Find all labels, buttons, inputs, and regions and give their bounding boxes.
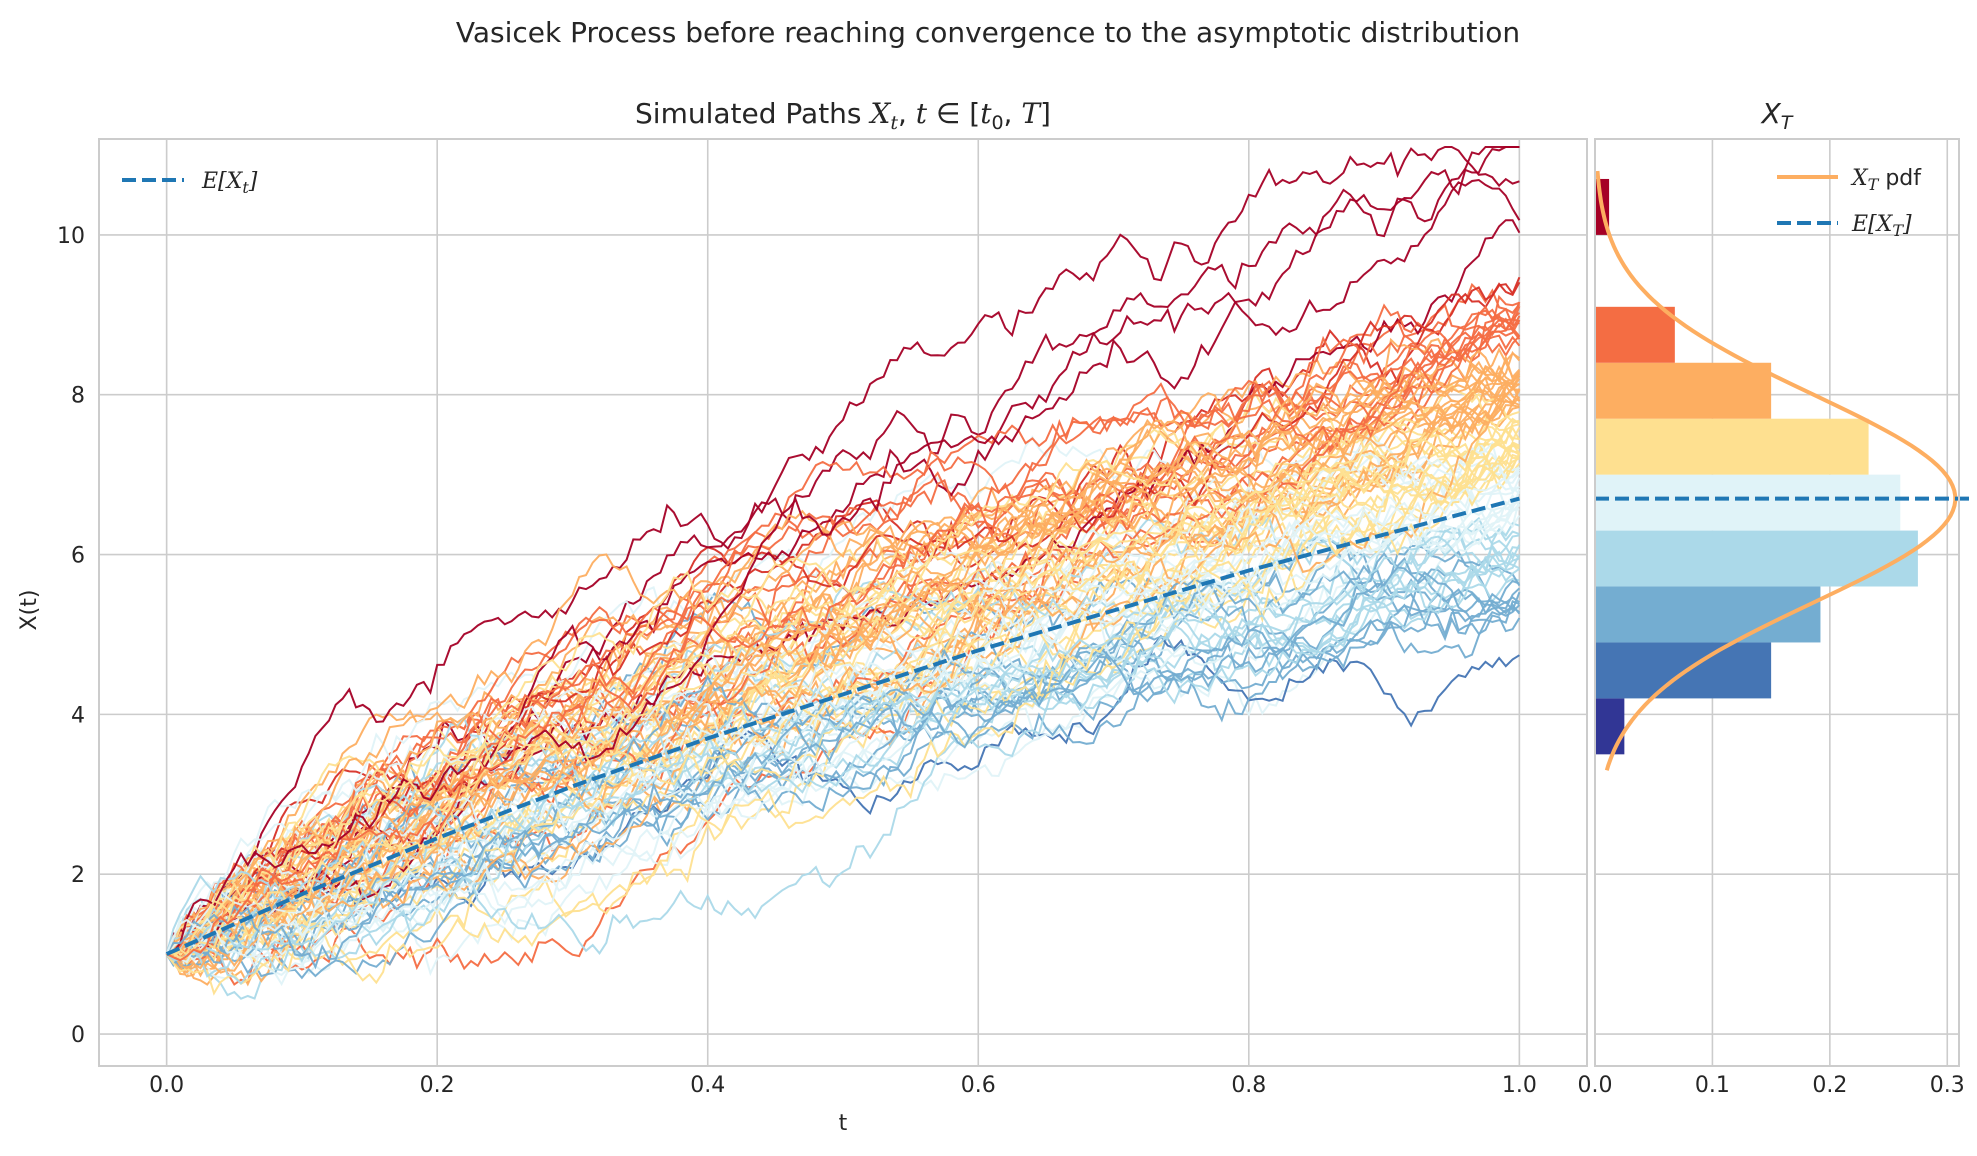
- x-tick-label: 0.1: [1695, 1073, 1730, 1098]
- x-tick-label: 0.4: [690, 1073, 725, 1098]
- legend-mean-label: E[Xt]: [201, 169, 258, 197]
- histogram-bars: [1595, 178, 1918, 755]
- histogram-bar: [1595, 642, 1772, 699]
- path-line: [166, 578, 1521, 966]
- path-line: [165, 382, 1520, 955]
- path-line: [165, 426, 1521, 955]
- path-line: [166, 366, 1520, 968]
- path-line: [165, 401, 1520, 978]
- y-tick-label: 2: [71, 863, 85, 888]
- paths-y-ticks: 0 2 4 6 8 10: [57, 224, 85, 1048]
- legend-distribution-mean-label: E[XT]: [1851, 212, 1912, 240]
- path-line: [165, 426, 1520, 996]
- suptitle: Vasicek Process before reaching converge…: [456, 16, 1520, 49]
- path-line: [166, 396, 1521, 965]
- distribution-x-ticks: 0.0 0.1 0.2 0.3: [1578, 1073, 1965, 1098]
- x-tick-label: 0.0: [149, 1073, 184, 1098]
- y-tick-label: 6: [71, 544, 85, 569]
- path-line: [165, 535, 1520, 962]
- path-line: [165, 566, 1521, 970]
- distribution-panel: 0.0 0.1 0.2 0.3 XT XT pdf E[XT]: [1578, 97, 1969, 1098]
- y-tick-label: 0: [71, 1023, 85, 1048]
- path-line: [165, 440, 1520, 955]
- histogram-bar: [1595, 362, 1772, 419]
- path-line: [165, 534, 1520, 985]
- x-tick-label: 0.8: [1231, 1073, 1266, 1098]
- histogram-bar: [1595, 418, 1869, 475]
- path-line: [166, 425, 1521, 960]
- path-line: [166, 360, 1521, 956]
- paths-x-ticks: 0.0 0.2 0.4 0.6 0.8 1.0: [149, 1073, 1537, 1098]
- path-line: [165, 350, 1521, 964]
- path-line: [166, 400, 1520, 974]
- x-tick-label: 0.3: [1930, 1073, 1965, 1098]
- path-line: [165, 488, 1520, 959]
- paths-panel: 0.0 0.2 0.4 0.6 0.8 1.0 0 2 4 6 8 10 Simulated Pat…: [17, 97, 1588, 1136]
- x-tick-label: 0.0: [1578, 1073, 1613, 1098]
- path-line: [166, 373, 1520, 956]
- path-line: [165, 146, 1520, 955]
- histogram-bar: [1595, 474, 1901, 531]
- path-line: [165, 178, 1521, 955]
- path-line: [166, 375, 1521, 955]
- y-tick-label: 4: [71, 703, 85, 728]
- path-line: [165, 319, 1521, 955]
- x-tick-label: 0.2: [1812, 1073, 1847, 1098]
- distribution-title: XT: [1760, 97, 1794, 134]
- legend-pdf-label: XT pdf: [1850, 166, 1922, 194]
- y-tick-label: 10: [57, 224, 85, 249]
- paths-x-label: t: [839, 1111, 848, 1136]
- pdf-curve: [1595, 170, 1958, 771]
- mean-line: [165, 496, 1520, 956]
- distribution-axes-frame: [1594, 138, 1960, 1067]
- x-tick-label: 0.2: [420, 1073, 455, 1098]
- distribution-legend: XT pdf E[XT]: [1777, 166, 1922, 240]
- y-tick-label: 8: [71, 384, 85, 409]
- x-tick-label: 1.0: [1502, 1073, 1537, 1098]
- paths-y-label: X(t): [17, 590, 42, 631]
- paths-legend: E[Xt]: [122, 169, 258, 197]
- histogram-bar: [1595, 586, 1821, 643]
- path-line: [166, 308, 1521, 962]
- histogram-bar: [1595, 530, 1918, 587]
- path-line: [165, 440, 1521, 955]
- path-line: [166, 522, 1520, 978]
- path-line: [166, 426, 1521, 959]
- paths-axes-frame: [98, 138, 1588, 1067]
- path-line: [166, 146, 1520, 956]
- path-line: [165, 425, 1520, 962]
- histogram-bar: [1595, 306, 1675, 363]
- histogram-bar: [1595, 698, 1625, 755]
- x-tick-label: 0.6: [961, 1073, 996, 1098]
- path-line: [165, 349, 1521, 955]
- path-line: [165, 606, 1520, 965]
- paths-title: Simulated Paths Xt, t ∈ [t0, T]: [635, 97, 1051, 134]
